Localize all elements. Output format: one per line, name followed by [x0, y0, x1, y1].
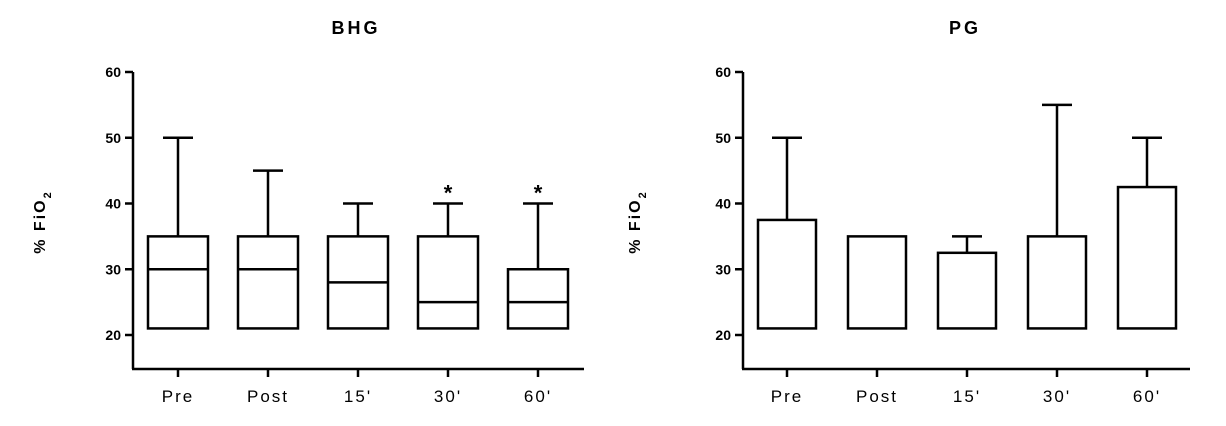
y-tick-label: 50: [715, 130, 731, 146]
y-tick-label: 20: [105, 327, 121, 343]
y-axis-label-subscript: 2: [637, 190, 649, 198]
box: [146, 235, 210, 330]
chart-title: PG: [949, 18, 981, 38]
significance-marker: *: [534, 181, 543, 206]
x-tick-label: 15': [344, 387, 372, 406]
x-tick-label: 60': [524, 387, 552, 406]
y-axis-label-subscript: 2: [42, 190, 54, 198]
y-axis-label: % FiO2: [627, 190, 649, 253]
y-tick-label: 30: [105, 261, 121, 277]
y-axis-label: % FiO2: [32, 190, 54, 253]
box: [846, 235, 908, 330]
y-tick-label: 50: [105, 130, 121, 146]
x-tick-label: Pre: [771, 387, 803, 406]
x-tick-label: 30': [434, 387, 462, 406]
chart-panel-pg: PG % FiO2 20 30 40 50 60 Pre Post 15' 30' 60': [627, 18, 1190, 406]
x-tick-label: 60': [1133, 387, 1161, 406]
x-tick-label: Pre: [162, 387, 194, 406]
y-tick-label: 60: [105, 64, 121, 80]
y-tick-label: 40: [105, 196, 121, 212]
box: [416, 235, 480, 330]
x-tick-label: 15': [953, 387, 981, 406]
significance-marker: *: [444, 181, 453, 206]
chart-panel-bhg: BHG % FiO2 20 30 40 50 60 Pre Post 15' 30' 60' * *: [32, 18, 584, 406]
x-tick-label: Post: [856, 387, 898, 406]
box: [756, 218, 818, 330]
y-tick-label: 40: [715, 196, 731, 212]
box: [936, 251, 998, 330]
y-tick-label: 30: [715, 261, 731, 277]
x-tick-label: Post: [247, 387, 289, 406]
box: [1026, 235, 1088, 330]
box: [1116, 185, 1178, 330]
x-tick-label: 30': [1043, 387, 1071, 406]
y-tick-label: 60: [715, 64, 731, 80]
box: [506, 268, 570, 330]
y-tick-label: 20: [715, 327, 731, 343]
box: [236, 235, 300, 330]
chart-title: BHG: [332, 18, 381, 38]
